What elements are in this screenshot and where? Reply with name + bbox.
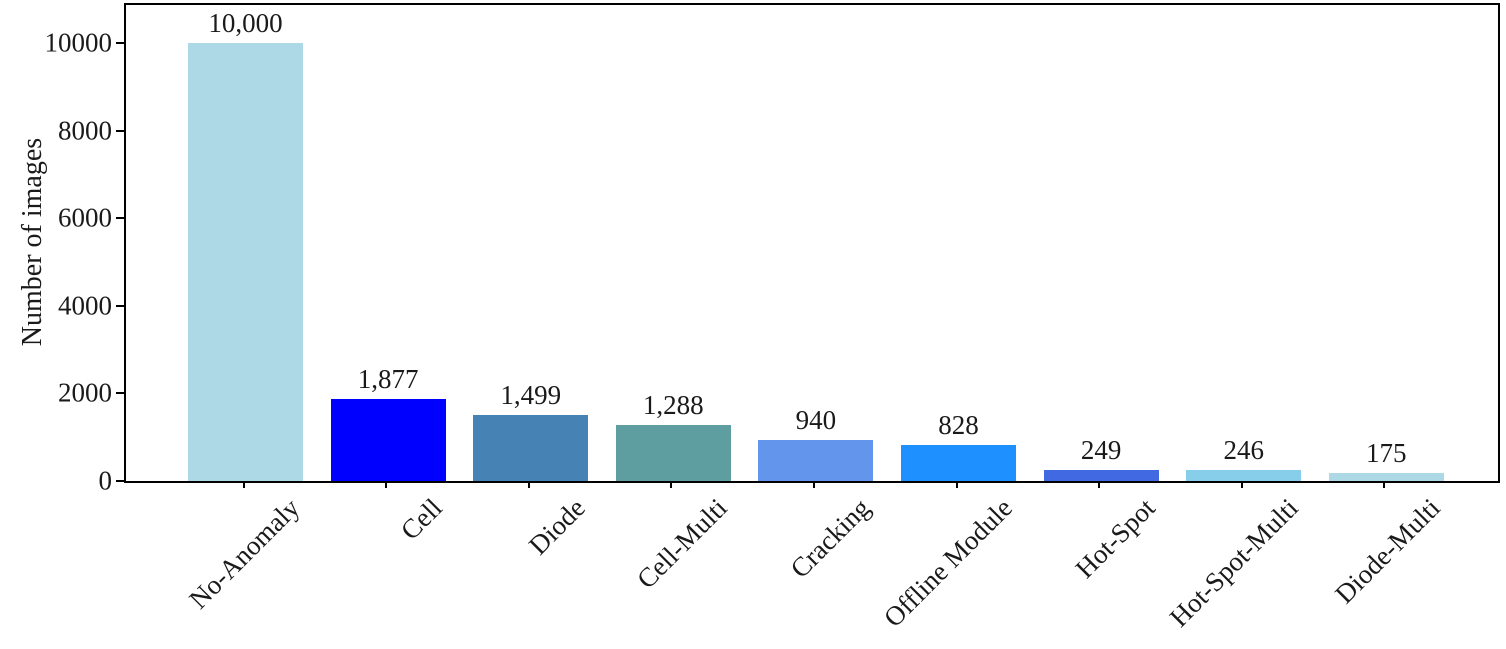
y-tick-mark bbox=[116, 42, 124, 44]
bar-value-label: 1,499 bbox=[500, 380, 562, 411]
x-tick-mark bbox=[242, 481, 245, 488]
y-tick-mark bbox=[116, 129, 124, 132]
bar-value-label: 249 bbox=[1080, 435, 1122, 466]
y-tick-mark bbox=[116, 217, 124, 220]
x-tick-mark bbox=[670, 481, 673, 488]
bar-no-anomaly bbox=[188, 43, 303, 481]
bar-value-label: 828 bbox=[938, 409, 979, 440]
bar-offline-module bbox=[901, 444, 1016, 481]
bar-value-label: 246 bbox=[1223, 435, 1264, 466]
y-tick-mark bbox=[116, 392, 124, 395]
bar-cracking bbox=[758, 439, 874, 481]
y-tick-label: 0 bbox=[98, 465, 113, 496]
bar-cell bbox=[330, 398, 446, 481]
bar-diode-multi bbox=[1328, 473, 1444, 481]
x-tick-label-cell-multi: Cell-Multi bbox=[631, 492, 734, 595]
bar-value-label: 10,000 bbox=[208, 8, 283, 38]
y-tick-label: 8000 bbox=[58, 115, 112, 146]
x-tick-label-diode-multi: Diode-Multi bbox=[1329, 492, 1447, 610]
y-axis-title: Number of images bbox=[17, 137, 48, 347]
bar-diode bbox=[473, 415, 589, 481]
y-tick-mark bbox=[116, 480, 124, 482]
x-tick-label-hot-spot: Hot-Spot bbox=[1069, 492, 1161, 584]
x-tick-label-diode: Diode bbox=[522, 492, 591, 561]
bar-hot-spot bbox=[1043, 470, 1159, 481]
x-tick-mark bbox=[955, 481, 958, 488]
x-tick-mark bbox=[527, 481, 530, 488]
x-tick-mark bbox=[1098, 481, 1101, 488]
bar-value-label: 175 bbox=[1366, 438, 1407, 469]
x-tick-label-offline-module: Offline Module bbox=[878, 492, 1019, 633]
x-tick-mark bbox=[1383, 481, 1386, 488]
x-tick-mark bbox=[1240, 481, 1243, 488]
bar-hot-spot-multi bbox=[1186, 470, 1302, 481]
y-tick-label: 4000 bbox=[58, 290, 112, 321]
y-tick-mark bbox=[116, 304, 124, 307]
bar-value-label: 1,877 bbox=[357, 363, 419, 394]
plot-area: 10,000 1,877 1,499 1,288 940 828 249 246 175 bbox=[124, 3, 1500, 483]
x-tick-label-no-anomaly: No-Anomaly bbox=[183, 492, 306, 615]
x-tick-label-hot-spot-multi: Hot-Spot-Multi bbox=[1163, 492, 1304, 633]
x-tick-label-cell: Cell bbox=[394, 492, 448, 546]
bar-cell-multi bbox=[615, 424, 731, 481]
x-tick-label-cracking: Cracking bbox=[784, 492, 876, 584]
y-tick-label: 6000 bbox=[58, 202, 112, 233]
y-tick-label: 2000 bbox=[58, 377, 112, 408]
x-tick-mark bbox=[812, 481, 815, 488]
x-tick-mark bbox=[385, 481, 388, 488]
bar-value-label: 940 bbox=[795, 404, 837, 435]
y-tick-label: 10000 bbox=[44, 27, 113, 58]
bar-value-label: 1,288 bbox=[642, 389, 704, 420]
